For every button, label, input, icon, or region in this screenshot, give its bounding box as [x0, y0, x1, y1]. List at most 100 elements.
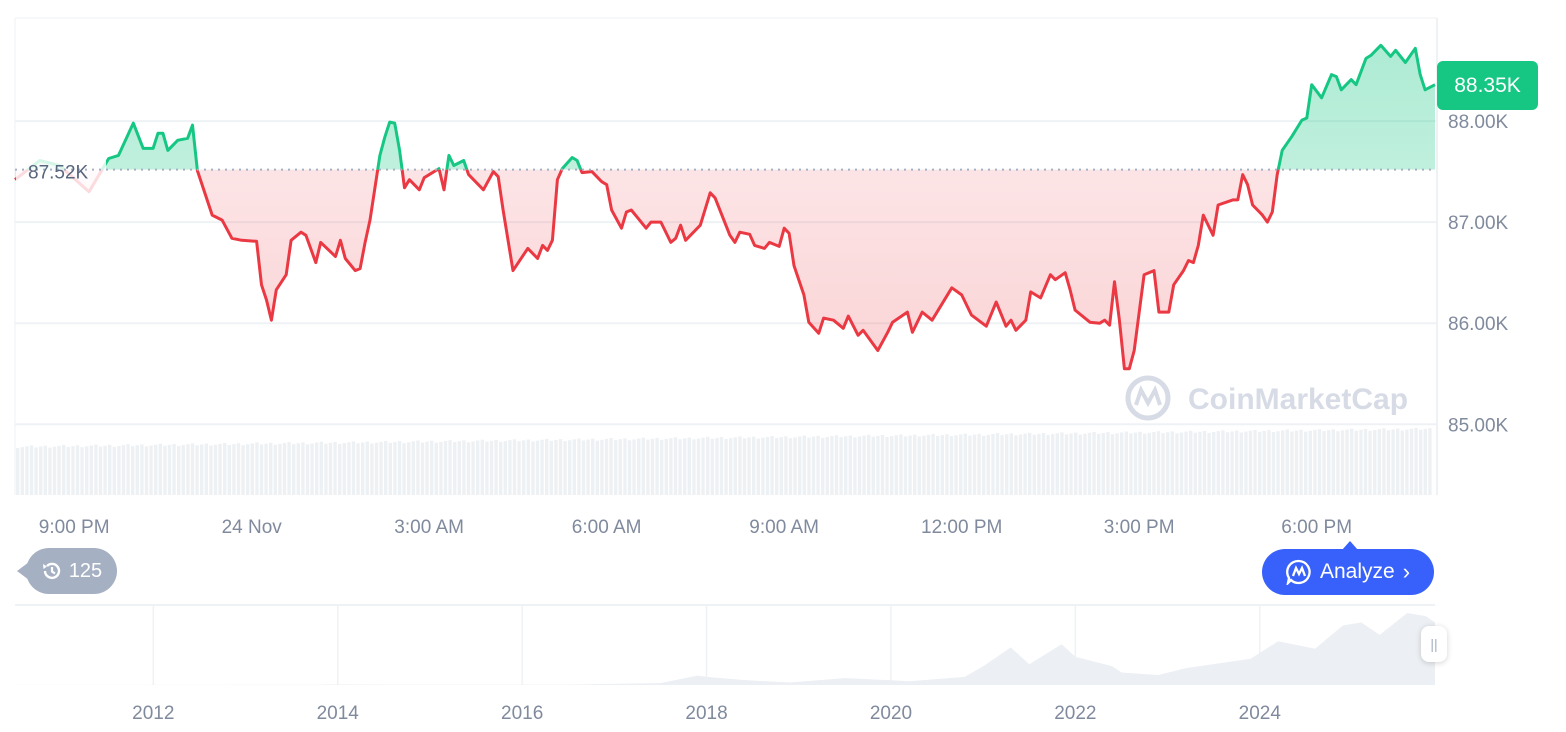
- volume-bar: [655, 437, 659, 495]
- volume-bar: [862, 435, 866, 495]
- volume-bar: [1018, 434, 1023, 495]
- volume-bar: [443, 440, 448, 495]
- volume-bar: [319, 441, 323, 495]
- volume-bar: [549, 440, 553, 495]
- volume-bar: [112, 446, 116, 495]
- volume-bar: [66, 446, 70, 495]
- navigator-year-label: 2014: [317, 703, 360, 724]
- volume-bar: [131, 446, 135, 495]
- volume-bar: [1336, 431, 1340, 495]
- volume-bar: [1354, 430, 1358, 495]
- volume-bar: [554, 439, 558, 495]
- volume-bar: [609, 438, 613, 495]
- volume-bar: [425, 441, 429, 495]
- volume-bar: [1000, 435, 1004, 495]
- volume-bar: [1175, 433, 1179, 495]
- drag-handle-icon[interactable]: ||: [1421, 626, 1447, 662]
- volume-bar: [968, 435, 972, 495]
- volume-bar: [1271, 432, 1276, 495]
- volume-bar: [190, 443, 195, 495]
- volume-bar: [1198, 431, 1202, 495]
- navigator-year-label: 2016: [501, 703, 543, 724]
- volume-bar: [1327, 430, 1331, 495]
- volume-bar: [342, 443, 346, 495]
- volume-bar: [540, 439, 544, 495]
- volume-bar: [577, 438, 581, 495]
- volume-bar: [1184, 431, 1188, 495]
- volume-bar: [1166, 432, 1170, 495]
- volume-bar: [747, 437, 751, 495]
- volume-bar: [853, 437, 857, 495]
- watermark-text: CoinMarketCap: [1188, 383, 1408, 416]
- x-tick-label: 9:00 PM: [39, 517, 110, 538]
- price-areas: [14, 43, 1436, 371]
- volume-bar: [742, 438, 747, 495]
- volume-bar: [1074, 432, 1078, 495]
- volume-bar: [75, 445, 80, 495]
- volume-bar: [880, 435, 885, 495]
- volume-bar: [940, 435, 944, 495]
- volume-bar: [292, 444, 296, 495]
- history-badge[interactable]: 125: [17, 548, 117, 594]
- volume-bar: [779, 437, 783, 495]
- volume-bar: [338, 443, 342, 495]
- volume-bar: [1212, 432, 1216, 495]
- volume-bar: [1023, 433, 1027, 495]
- volume-bar: [1152, 431, 1156, 495]
- volume-bar: [269, 442, 273, 495]
- volume-bar: [471, 441, 475, 495]
- volume-bar: [1170, 431, 1174, 495]
- volume-bar: [1308, 430, 1312, 495]
- volume-bars: [16, 427, 1432, 495]
- volume-bar: [213, 444, 218, 495]
- navigator-year-label: 2022: [1054, 703, 1096, 724]
- volume-bar: [466, 442, 471, 495]
- volume-bar: [1138, 431, 1142, 495]
- volume-bar: [434, 442, 438, 495]
- analyze-button[interactable]: Analyze ›: [1262, 541, 1434, 595]
- volume-bar: [821, 437, 825, 495]
- volume-bar: [1120, 432, 1124, 495]
- volume-bar: [1253, 429, 1257, 495]
- volume-bar: [416, 440, 420, 495]
- volume-bar: [954, 435, 958, 495]
- volume-bar: [825, 436, 829, 495]
- volume-bar: [103, 445, 107, 495]
- volume-bar: [945, 434, 949, 495]
- volume-bar: [784, 436, 788, 495]
- volume-bar: [181, 445, 185, 495]
- volume-bar: [1391, 429, 1395, 495]
- volume-bar: [393, 442, 397, 495]
- volume-bar: [172, 444, 176, 495]
- volume-bar: [80, 447, 84, 495]
- volume-bar: [595, 440, 599, 495]
- volume-bar: [365, 441, 369, 495]
- volume-bar: [1110, 434, 1115, 495]
- volume-bar: [986, 434, 990, 495]
- volume-bar: [1377, 429, 1381, 495]
- volume-bar: [200, 444, 204, 495]
- volume-bar: [34, 447, 38, 495]
- volume-bar: [144, 446, 149, 495]
- volume-bar: [374, 442, 379, 495]
- volume-bar: [167, 444, 172, 495]
- volume-bar: [719, 437, 724, 495]
- volume-bar: [282, 443, 287, 495]
- volume-bar: [480, 439, 484, 495]
- analyze-label: Analyze: [1319, 560, 1395, 583]
- volume-bar: [963, 433, 967, 495]
- volume-bar: [494, 439, 498, 495]
- volume-bar: [1032, 434, 1036, 495]
- volume-bar: [1097, 433, 1101, 495]
- volume-bar: [1267, 430, 1271, 495]
- navigator-area: [15, 613, 1435, 685]
- volume-bar: [186, 444, 190, 495]
- volume-bar: [650, 438, 655, 495]
- volume-bar: [39, 446, 43, 495]
- volume-bar: [1161, 433, 1165, 495]
- navigator[interactable]: 2012 2014 2016 2018 2020 2022 2024: [15, 604, 1435, 724]
- volume-bar: [1147, 432, 1151, 495]
- volume-bar: [1317, 429, 1322, 495]
- volume-bar: [738, 436, 742, 495]
